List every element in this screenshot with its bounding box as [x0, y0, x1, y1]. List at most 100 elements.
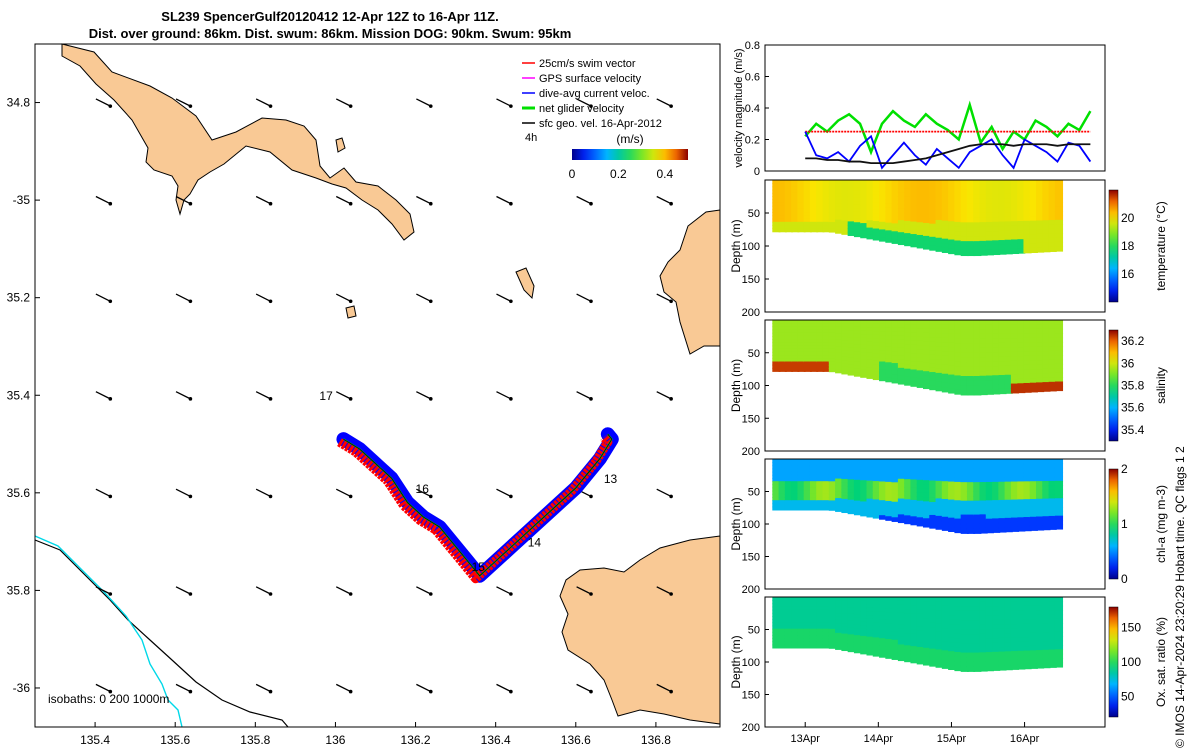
- section-cell: [784, 465, 794, 470]
- section-cell: [998, 230, 1007, 237]
- section-colorbar-tick: 18: [1121, 239, 1135, 253]
- section-cell: [985, 366, 994, 372]
- section-cell: [904, 208, 913, 214]
- section-cell: [941, 180, 951, 186]
- section-cell: [966, 236, 976, 242]
- section-cell: [979, 385, 988, 391]
- section-cell: [828, 336, 838, 341]
- section-cell: [1042, 459, 1051, 465]
- section-cell: [784, 320, 794, 324]
- geo-vector: [95, 98, 111, 107]
- section-cell: [941, 382, 951, 388]
- section-cell: [1036, 193, 1045, 199]
- section-cell: [1023, 476, 1032, 483]
- section-cell: [973, 208, 982, 214]
- geo-vector-head: [589, 104, 593, 108]
- section-cell: [784, 471, 794, 476]
- section-cell: [803, 192, 812, 197]
- section-cell: [809, 631, 819, 636]
- section-cell: [847, 350, 856, 356]
- section-cell: [979, 212, 988, 219]
- section-cell: [985, 509, 994, 515]
- section-cell: [822, 478, 831, 482]
- section-cell: [1042, 215, 1051, 222]
- geo-vector-head: [188, 104, 193, 108]
- section-cell: [1010, 365, 1020, 371]
- section-cell: [803, 332, 812, 337]
- section-cell: [904, 364, 913, 370]
- section-cell: [822, 189, 831, 194]
- section-cell: [822, 221, 831, 226]
- section-cell: [772, 478, 781, 482]
- section-cell: [828, 503, 838, 508]
- section-cell: [828, 212, 838, 217]
- section-cell: [897, 363, 907, 369]
- geo-vector-head: [108, 397, 113, 401]
- section-cell: [866, 201, 875, 207]
- section-cell: [860, 476, 869, 482]
- section-cell: [797, 342, 806, 347]
- section-cell: [929, 210, 938, 216]
- section-cell: [966, 245, 976, 252]
- section-cell: [979, 514, 988, 520]
- section-cell: [992, 601, 1001, 607]
- section-cell: [973, 597, 982, 603]
- section-cell: [847, 482, 856, 487]
- section-cell: [891, 490, 900, 495]
- section-cell: [1054, 489, 1064, 495]
- section-cell: [992, 647, 1001, 653]
- section-cell: [772, 323, 781, 328]
- section-cell: [778, 609, 787, 614]
- section-cell: [853, 459, 863, 464]
- section-cell: [1010, 212, 1020, 218]
- section-cell: [966, 362, 976, 368]
- section-cell: [1023, 198, 1032, 204]
- section-cell: [966, 523, 976, 530]
- section-cell: [1036, 184, 1045, 190]
- section-cell: [772, 332, 781, 337]
- section-cell: [960, 338, 969, 345]
- section-cell: [1017, 641, 1026, 648]
- section-cell: [904, 212, 913, 218]
- section-cell: [985, 329, 994, 335]
- section-cell: [979, 643, 988, 649]
- section-cell: [841, 186, 850, 191]
- section-cell: [841, 323, 850, 328]
- section-cell: [797, 348, 806, 353]
- geo-vector-head: [428, 397, 433, 401]
- section-cell: [922, 320, 932, 326]
- section-cell: [960, 491, 969, 497]
- section-cell: [1048, 377, 1057, 383]
- section-cell: [1017, 184, 1026, 190]
- section-cell: [791, 364, 800, 369]
- section-cell: [935, 233, 944, 239]
- section-cell: [1048, 520, 1057, 526]
- section-cell: [960, 194, 969, 200]
- section-cell: [960, 371, 969, 377]
- section-cell: [772, 597, 781, 601]
- section-cell: [853, 621, 863, 626]
- section-cell: [885, 203, 894, 208]
- section-cell: [1004, 526, 1013, 533]
- section-cell: [960, 514, 969, 521]
- section-cell: [1017, 459, 1026, 465]
- section-cell: [872, 630, 881, 635]
- section-cell: [853, 225, 863, 231]
- section-cell: [1029, 490, 1038, 496]
- section-cell: [1004, 504, 1013, 510]
- section-cell: [922, 379, 932, 385]
- section-cell: [772, 215, 781, 220]
- section-cell: [1004, 601, 1013, 607]
- section-cell: [860, 205, 869, 210]
- section-cell: [954, 384, 963, 391]
- section-cell: [897, 208, 907, 213]
- section-cell: [772, 484, 781, 489]
- section-cell: [835, 339, 844, 344]
- section-cell: [1010, 610, 1020, 616]
- section-cell: [1048, 485, 1057, 491]
- section-cell: [973, 366, 982, 373]
- section-cell: [784, 339, 794, 344]
- section-cell: [910, 467, 919, 473]
- section-cell: [791, 497, 800, 501]
